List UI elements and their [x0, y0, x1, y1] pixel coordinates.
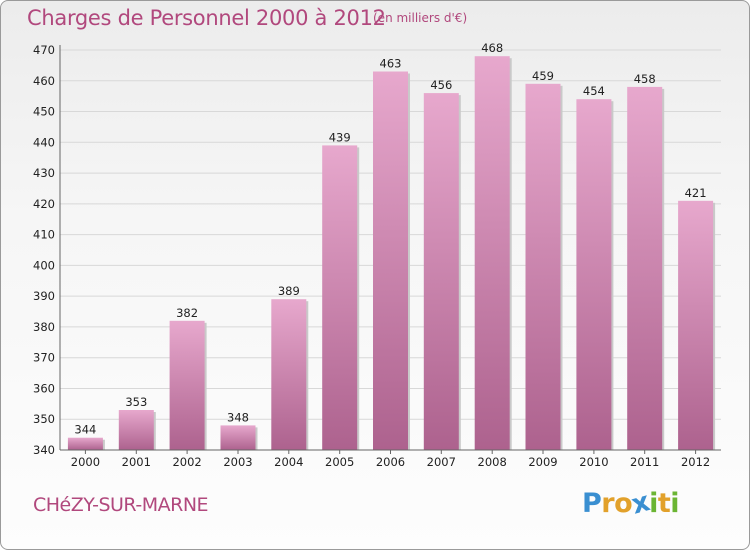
x-tick-label-2012: 2012 — [681, 455, 710, 469]
data-label-2009: 459 — [532, 69, 554, 83]
logo-letter: r — [601, 488, 615, 519]
bar-2002 — [169, 320, 205, 450]
x-tick-label-2010: 2010 — [579, 455, 608, 469]
logo-letter: i — [670, 488, 680, 519]
x-tick-label-2001: 2001 — [122, 455, 151, 469]
y-tick-label-450: 450 — [33, 105, 55, 119]
y-tick-label-340: 340 — [33, 443, 55, 457]
chart-title: Charges de Personnel 2000 à 2012 — [27, 6, 386, 30]
logo-letter: t — [657, 488, 671, 519]
y-tick-labels: 340 350 360 370 380 390 400 410 420 430 440 450 460 4… — [33, 43, 55, 457]
bar-2004 — [271, 299, 307, 450]
logo-letter: P — [582, 488, 602, 519]
bar-2001 — [118, 410, 154, 450]
data-label-2006: 463 — [380, 57, 402, 71]
x-tick-label-2004: 2004 — [274, 455, 303, 469]
bar-2005 — [322, 145, 358, 450]
data-label-2007: 456 — [430, 78, 452, 92]
x-tick-label-2009: 2009 — [528, 455, 557, 469]
x-tick-label-2000: 2000 — [71, 455, 100, 469]
y-tick-label-390: 390 — [33, 289, 55, 303]
x-tick-label-2002: 2002 — [172, 455, 201, 469]
data-label-2002: 382 — [176, 306, 198, 320]
bars — [67, 56, 716, 451]
y-tick-label-440: 440 — [33, 135, 55, 149]
data-label-2004: 389 — [278, 284, 300, 298]
data-label-2000: 344 — [74, 423, 96, 437]
data-labels: 344 353 382 348 389 439 463 456 468 459 454 458 421 — [74, 41, 706, 437]
commune-name: CHéZY-SUR-MARNE — [33, 494, 209, 516]
chart-subtitle: (en milliers d'€) — [373, 11, 468, 25]
bar-2008 — [474, 56, 510, 450]
y-tick-label-410: 410 — [33, 228, 55, 242]
bar-2007 — [423, 93, 459, 450]
data-label-2011: 458 — [634, 72, 656, 86]
data-label-2010: 454 — [583, 84, 605, 98]
x-tick-labels: 2000 2001 2002 2003 2004 2005 2006 2007 2008 2009… — [71, 455, 710, 469]
y-tick-label-350: 350 — [33, 412, 55, 426]
y-tick-label-460: 460 — [33, 74, 55, 88]
data-label-2003: 348 — [227, 410, 249, 424]
bar-2003 — [220, 425, 256, 450]
bar-2000 — [67, 437, 103, 450]
y-tick-label-430: 430 — [33, 166, 55, 180]
data-label-2005: 439 — [329, 130, 351, 144]
y-tick-label-400: 400 — [33, 258, 55, 272]
data-label-2012: 421 — [685, 186, 707, 200]
x-tick-label-2007: 2007 — [427, 455, 456, 469]
logo-letter: o — [614, 488, 633, 519]
logo-letter: i — [649, 488, 658, 519]
axes — [59, 45, 721, 454]
bar-2006 — [373, 71, 408, 450]
x-tick-label-2011: 2011 — [630, 455, 659, 469]
bar-2010 — [576, 99, 612, 450]
data-label-2001: 353 — [125, 395, 147, 409]
y-tick-label-380: 380 — [33, 320, 55, 334]
x-tick-label-2005: 2005 — [325, 455, 354, 469]
x-tick-label-2008: 2008 — [478, 455, 507, 469]
y-tick-label-470: 470 — [33, 43, 55, 57]
y-tick-label-420: 420 — [33, 197, 55, 211]
data-label-2008: 468 — [481, 41, 503, 55]
bar-2009 — [525, 83, 561, 451]
x-tick-label-2003: 2003 — [223, 455, 252, 469]
x-tick-label-2006: 2006 — [376, 455, 405, 469]
bar-2012 — [678, 200, 714, 450]
y-tick-label-360: 360 — [33, 381, 55, 395]
proxiti-logo: Proxiti — [582, 486, 680, 520]
bar-2011 — [627, 86, 663, 451]
y-tick-label-370: 370 — [33, 351, 55, 365]
